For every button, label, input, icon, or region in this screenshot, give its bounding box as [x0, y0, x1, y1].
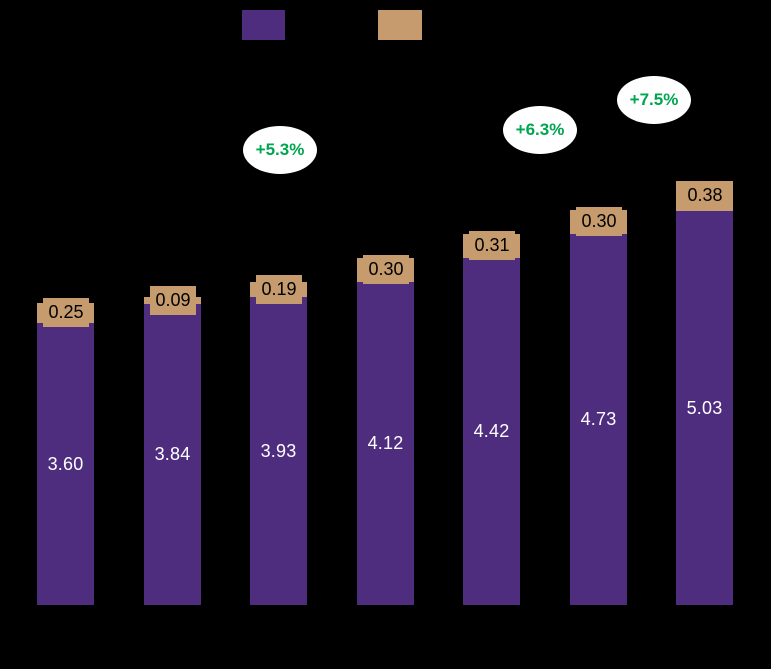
growth-oval: +7.5% — [617, 76, 691, 124]
growth-oval: +5.3% — [243, 126, 317, 174]
bar-segment-base — [250, 297, 307, 605]
cap-value-chip: 0.30 — [363, 255, 409, 284]
base-value-label: 3.60 — [47, 454, 84, 474]
bar-group: 5.03 0.38 — [676, 181, 733, 605]
base-value-label: 4.12 — [367, 433, 404, 453]
growth-oval: +6.3% — [503, 106, 577, 154]
base-value-label: 4.73 — [580, 409, 617, 429]
legend-swatch-series-2 — [378, 10, 422, 40]
bar-group: 4.73 0.30 — [570, 207, 627, 605]
base-value-label: 3.84 — [154, 444, 191, 464]
bar-segment-base — [676, 211, 733, 605]
cap-value-chip: 0.09 — [150, 286, 196, 315]
bar-group: 3.93 0.19 — [250, 275, 307, 605]
bar-segment-base — [37, 323, 94, 605]
growth-oval-label: +5.3% — [255, 140, 305, 159]
cap-value-chip: 0.31 — [469, 231, 515, 260]
bar-group: 4.42 0.31 — [463, 231, 520, 605]
cap-value-chip: 0.25 — [43, 298, 89, 327]
legend-swatch-series-1 — [242, 10, 285, 40]
bar-segment-base — [463, 258, 520, 605]
cap-value-chip: 0.38 — [682, 181, 728, 210]
bar-segment-base — [570, 234, 627, 605]
bar-segment-base — [144, 304, 201, 605]
base-value-label: 4.42 — [473, 421, 510, 441]
bar-segment-base — [357, 282, 414, 605]
bar-group: 3.60 0.25 — [37, 298, 94, 605]
bar-group: 3.84 0.09 — [144, 286, 201, 605]
cap-value-chip: 0.19 — [256, 275, 302, 304]
growth-oval-label: +7.5% — [629, 90, 679, 109]
cap-value-chip: 0.30 — [576, 207, 622, 236]
bar-group: 4.12 0.30 — [357, 255, 414, 605]
base-value-label: 3.93 — [260, 441, 297, 461]
base-value-label: 5.03 — [686, 398, 723, 418]
growth-oval-label: +6.3% — [515, 120, 565, 139]
